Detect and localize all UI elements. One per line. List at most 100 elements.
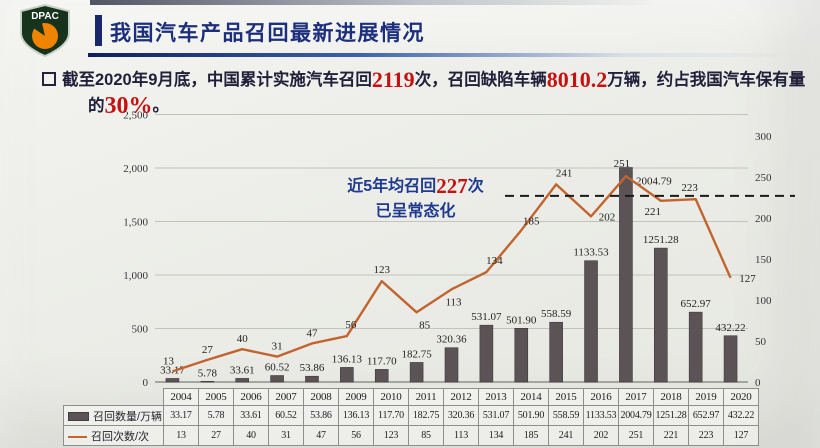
line-value-label: 31 <box>272 341 283 353</box>
year-cell: 2008 <box>303 388 339 406</box>
bar-2019 <box>688 311 703 383</box>
recall-vehicles-highlight: 8010.2 <box>546 67 608 92</box>
bar-2010 <box>374 369 389 383</box>
year-cell: 2006 <box>233 388 269 406</box>
line-value-label: 27 <box>202 344 214 356</box>
year-cell: 2017 <box>618 388 654 406</box>
year-cell: 2010 <box>373 388 409 406</box>
year-cell: 2011 <box>408 388 444 406</box>
bar-value-label: 531.07 <box>471 311 502 323</box>
chart-data-table: 2004 2005 2006 2007 2008 2009 2010 2011 2012 2013… <box>63 388 759 446</box>
year-cell: 2012 <box>443 388 479 406</box>
bar-value-label: 1133.53 <box>573 247 609 259</box>
value-cell: 134 <box>478 425 514 446</box>
right-axis-tick: 50 <box>755 336 767 348</box>
value-cell: 432.22 <box>723 405 759 426</box>
bar-2020 <box>723 335 738 383</box>
value-cell: 558.59 <box>548 405 584 426</box>
line-value-label: 221 <box>645 206 662 218</box>
series-name-cell: 召回次数/次 <box>63 425 164 446</box>
right-axis-tick: 150 <box>755 254 772 266</box>
page-title: 我国汽车产品召回最新进展情况 <box>110 22 425 45</box>
line-value-label: 127 <box>739 273 756 285</box>
value-cell: 113 <box>443 425 479 446</box>
series-name-cell: 召回数量/万辆 <box>63 405 164 426</box>
value-cell: 33.61 <box>233 405 269 426</box>
value-cell: 185 <box>513 425 549 446</box>
bar-2007 <box>270 375 284 383</box>
left-axis-tick: 2,500 <box>123 110 148 122</box>
bar-2018 <box>653 247 668 383</box>
year-cell: 2014 <box>513 388 549 406</box>
line-value-label: 56 <box>345 319 357 331</box>
left-axis-tick: 2,000 <box>123 163 148 175</box>
bar-value-label: 558.59 <box>541 308 572 320</box>
right-axis-tick: 300 <box>755 131 772 143</box>
value-cell: 47 <box>303 425 339 446</box>
line-value-label: 123 <box>373 264 390 276</box>
value-cell: 53.86 <box>303 405 339 426</box>
value-cell: 241 <box>548 425 584 446</box>
value-cell: 33.17 <box>163 405 199 426</box>
title-accent-bar <box>95 15 102 46</box>
bar-value-label: 33.61 <box>230 364 255 376</box>
bar-value-label: 53.86 <box>300 362 325 374</box>
year-cell: 2016 <box>583 388 619 406</box>
bar-2013 <box>479 324 494 383</box>
value-cell: 13 <box>163 425 199 446</box>
line-value-label: 251 <box>614 158 631 170</box>
year-cell: 2019 <box>688 388 724 406</box>
line-value-label: 47 <box>306 327 318 339</box>
bar-value-label: 136.13 <box>332 353 363 365</box>
summary-line-1: 截至2020年9月底，中国累计实施汽车召回2119次，召回缺陷车辆8010.2万… <box>62 66 806 92</box>
bar-2004 <box>165 378 180 383</box>
recall-count-highlight: 2119 <box>371 67 415 92</box>
annotation-post: 次 <box>467 178 484 195</box>
bar-value-label: 5.78 <box>198 367 218 379</box>
legend-bar-swatch <box>68 412 89 422</box>
title-underline <box>88 53 804 57</box>
line-value-label: 223 <box>681 182 698 194</box>
year-cell: 2015 <box>548 388 584 406</box>
value-cell: 531.07 <box>478 405 514 426</box>
value-cell: 251 <box>618 425 654 446</box>
legend-line-swatch <box>68 435 87 438</box>
value-cell: 202 <box>583 425 619 446</box>
left-axis-tick: 500 <box>132 324 149 336</box>
bar-2012 <box>444 347 459 383</box>
bar-2014 <box>514 327 529 383</box>
summary-line-2: 的30%。 <box>88 92 169 119</box>
bar-2011 <box>409 362 424 383</box>
year-cell: 2013 <box>478 388 514 406</box>
year-cell: 2004 <box>163 388 199 406</box>
value-cell: 40 <box>233 425 269 446</box>
bar-value-label: 1251.28 <box>643 234 679 246</box>
value-cell: 501.90 <box>513 405 549 426</box>
year-cell: 2018 <box>653 388 689 406</box>
ownership-share-highlight: 30% <box>104 93 153 119</box>
left-axis-tick: 1,000 <box>123 270 148 282</box>
line-value-label: 241 <box>556 167 573 179</box>
bar-2008 <box>305 375 319 383</box>
bar-2009 <box>340 367 354 383</box>
right-axis-tick: 0 <box>755 377 761 389</box>
value-cell: 117.70 <box>373 405 409 426</box>
dpac-logo: DPAC <box>20 3 70 58</box>
summary-seg3: 万辆，约占我国汽车保有量 <box>607 71 806 89</box>
summary-seg1: 截至2020年9月底，中国累计实施汽车召回 <box>62 71 372 89</box>
left-axis-tick: 1,500 <box>123 217 148 229</box>
year-cell: 2005 <box>198 388 234 406</box>
annotation-average-value: 227 <box>436 174 468 198</box>
value-cell: 1133.53 <box>583 405 619 426</box>
year-cell: 2007 <box>268 388 304 406</box>
bar-value-label: 60.52 <box>265 362 290 374</box>
bar-2016 <box>584 260 598 383</box>
annotation-pre: 近5年均召回 <box>347 178 437 195</box>
value-cell: 123 <box>373 425 409 446</box>
table-corner-blank <box>64 389 164 406</box>
right-axis-tick: 250 <box>755 172 772 184</box>
value-cell: 223 <box>688 425 724 446</box>
value-cell: 652.97 <box>688 405 724 426</box>
bar-2017 <box>619 167 633 383</box>
